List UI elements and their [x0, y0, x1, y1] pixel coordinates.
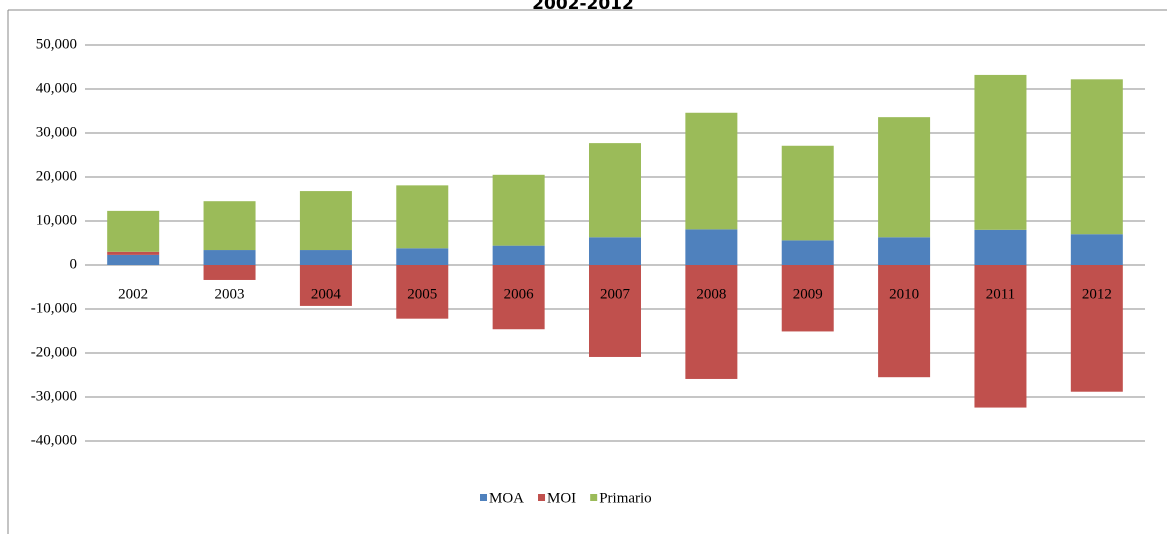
bar-segment [203, 265, 256, 280]
legend-swatch [590, 494, 598, 501]
x-tick-label: 2003 [215, 286, 245, 302]
y-tick-label: 30,000 [36, 124, 77, 140]
bar-segment [685, 265, 738, 379]
x-tick-label: 2008 [696, 286, 726, 302]
y-tick-label: 0 [70, 256, 78, 272]
legend-swatch [538, 494, 546, 501]
bar-segment [685, 229, 738, 265]
x-tick-label: 2012 [1082, 286, 1112, 302]
y-tick-label: -30,000 [31, 388, 77, 404]
bar-segment [781, 145, 834, 241]
x-tick-label: 2009 [793, 286, 823, 302]
legend-label: Primario [599, 490, 652, 506]
bar-segment [589, 143, 641, 238]
x-tick-label: 2005 [407, 286, 437, 302]
x-tick-label: 2010 [889, 286, 919, 302]
bar-segment [492, 174, 545, 246]
bar-segment [107, 254, 160, 265]
bar-segment [299, 250, 352, 265]
x-tick-label: 2002 [118, 286, 148, 302]
bar-segment [589, 237, 641, 265]
bar-segment [781, 265, 834, 332]
bar-segment [685, 112, 738, 230]
bar-segment [974, 265, 1027, 408]
x-tick-label: 2006 [504, 286, 535, 302]
x-tick-label: 2007 [600, 286, 631, 302]
x-tick-label: 2004 [311, 286, 342, 302]
bar-segment [396, 185, 449, 249]
y-tick-label: 10,000 [36, 212, 77, 228]
y-tick-label: 50,000 [36, 36, 77, 52]
y-tick-label: -20,000 [31, 344, 77, 360]
y-tick-label: -10,000 [31, 300, 77, 316]
chart-title: 2002-2012 [532, 0, 634, 14]
bar-segment [203, 201, 256, 251]
bar-segment [492, 245, 545, 265]
bar-segment [974, 74, 1027, 230]
bar-segment [878, 265, 931, 378]
bar-segment [781, 240, 834, 265]
y-tick-label: 20,000 [36, 168, 77, 184]
bar-segment [396, 265, 449, 319]
bar-segment [974, 229, 1027, 265]
legend-label: MOI [547, 490, 576, 506]
bar-segment [878, 237, 931, 265]
bar-segment [396, 248, 449, 265]
y-tick-label: 40,000 [36, 80, 77, 96]
legend-label: MOA [489, 490, 524, 506]
bar-segment [107, 251, 160, 255]
bar-segment [203, 250, 256, 265]
bar-segment [107, 210, 160, 252]
legend-swatch [480, 494, 487, 501]
bar-segment [492, 265, 545, 330]
bar-segment [878, 117, 931, 238]
bar-segment [299, 191, 352, 251]
bar-segment [299, 265, 352, 306]
y-tick-label: -40,000 [31, 432, 77, 448]
bar-segment [589, 265, 641, 357]
bar-segment [1070, 234, 1123, 265]
bar-segment [1070, 79, 1123, 235]
bar-segment [1070, 265, 1123, 392]
x-tick-label: 2011 [986, 286, 1015, 302]
